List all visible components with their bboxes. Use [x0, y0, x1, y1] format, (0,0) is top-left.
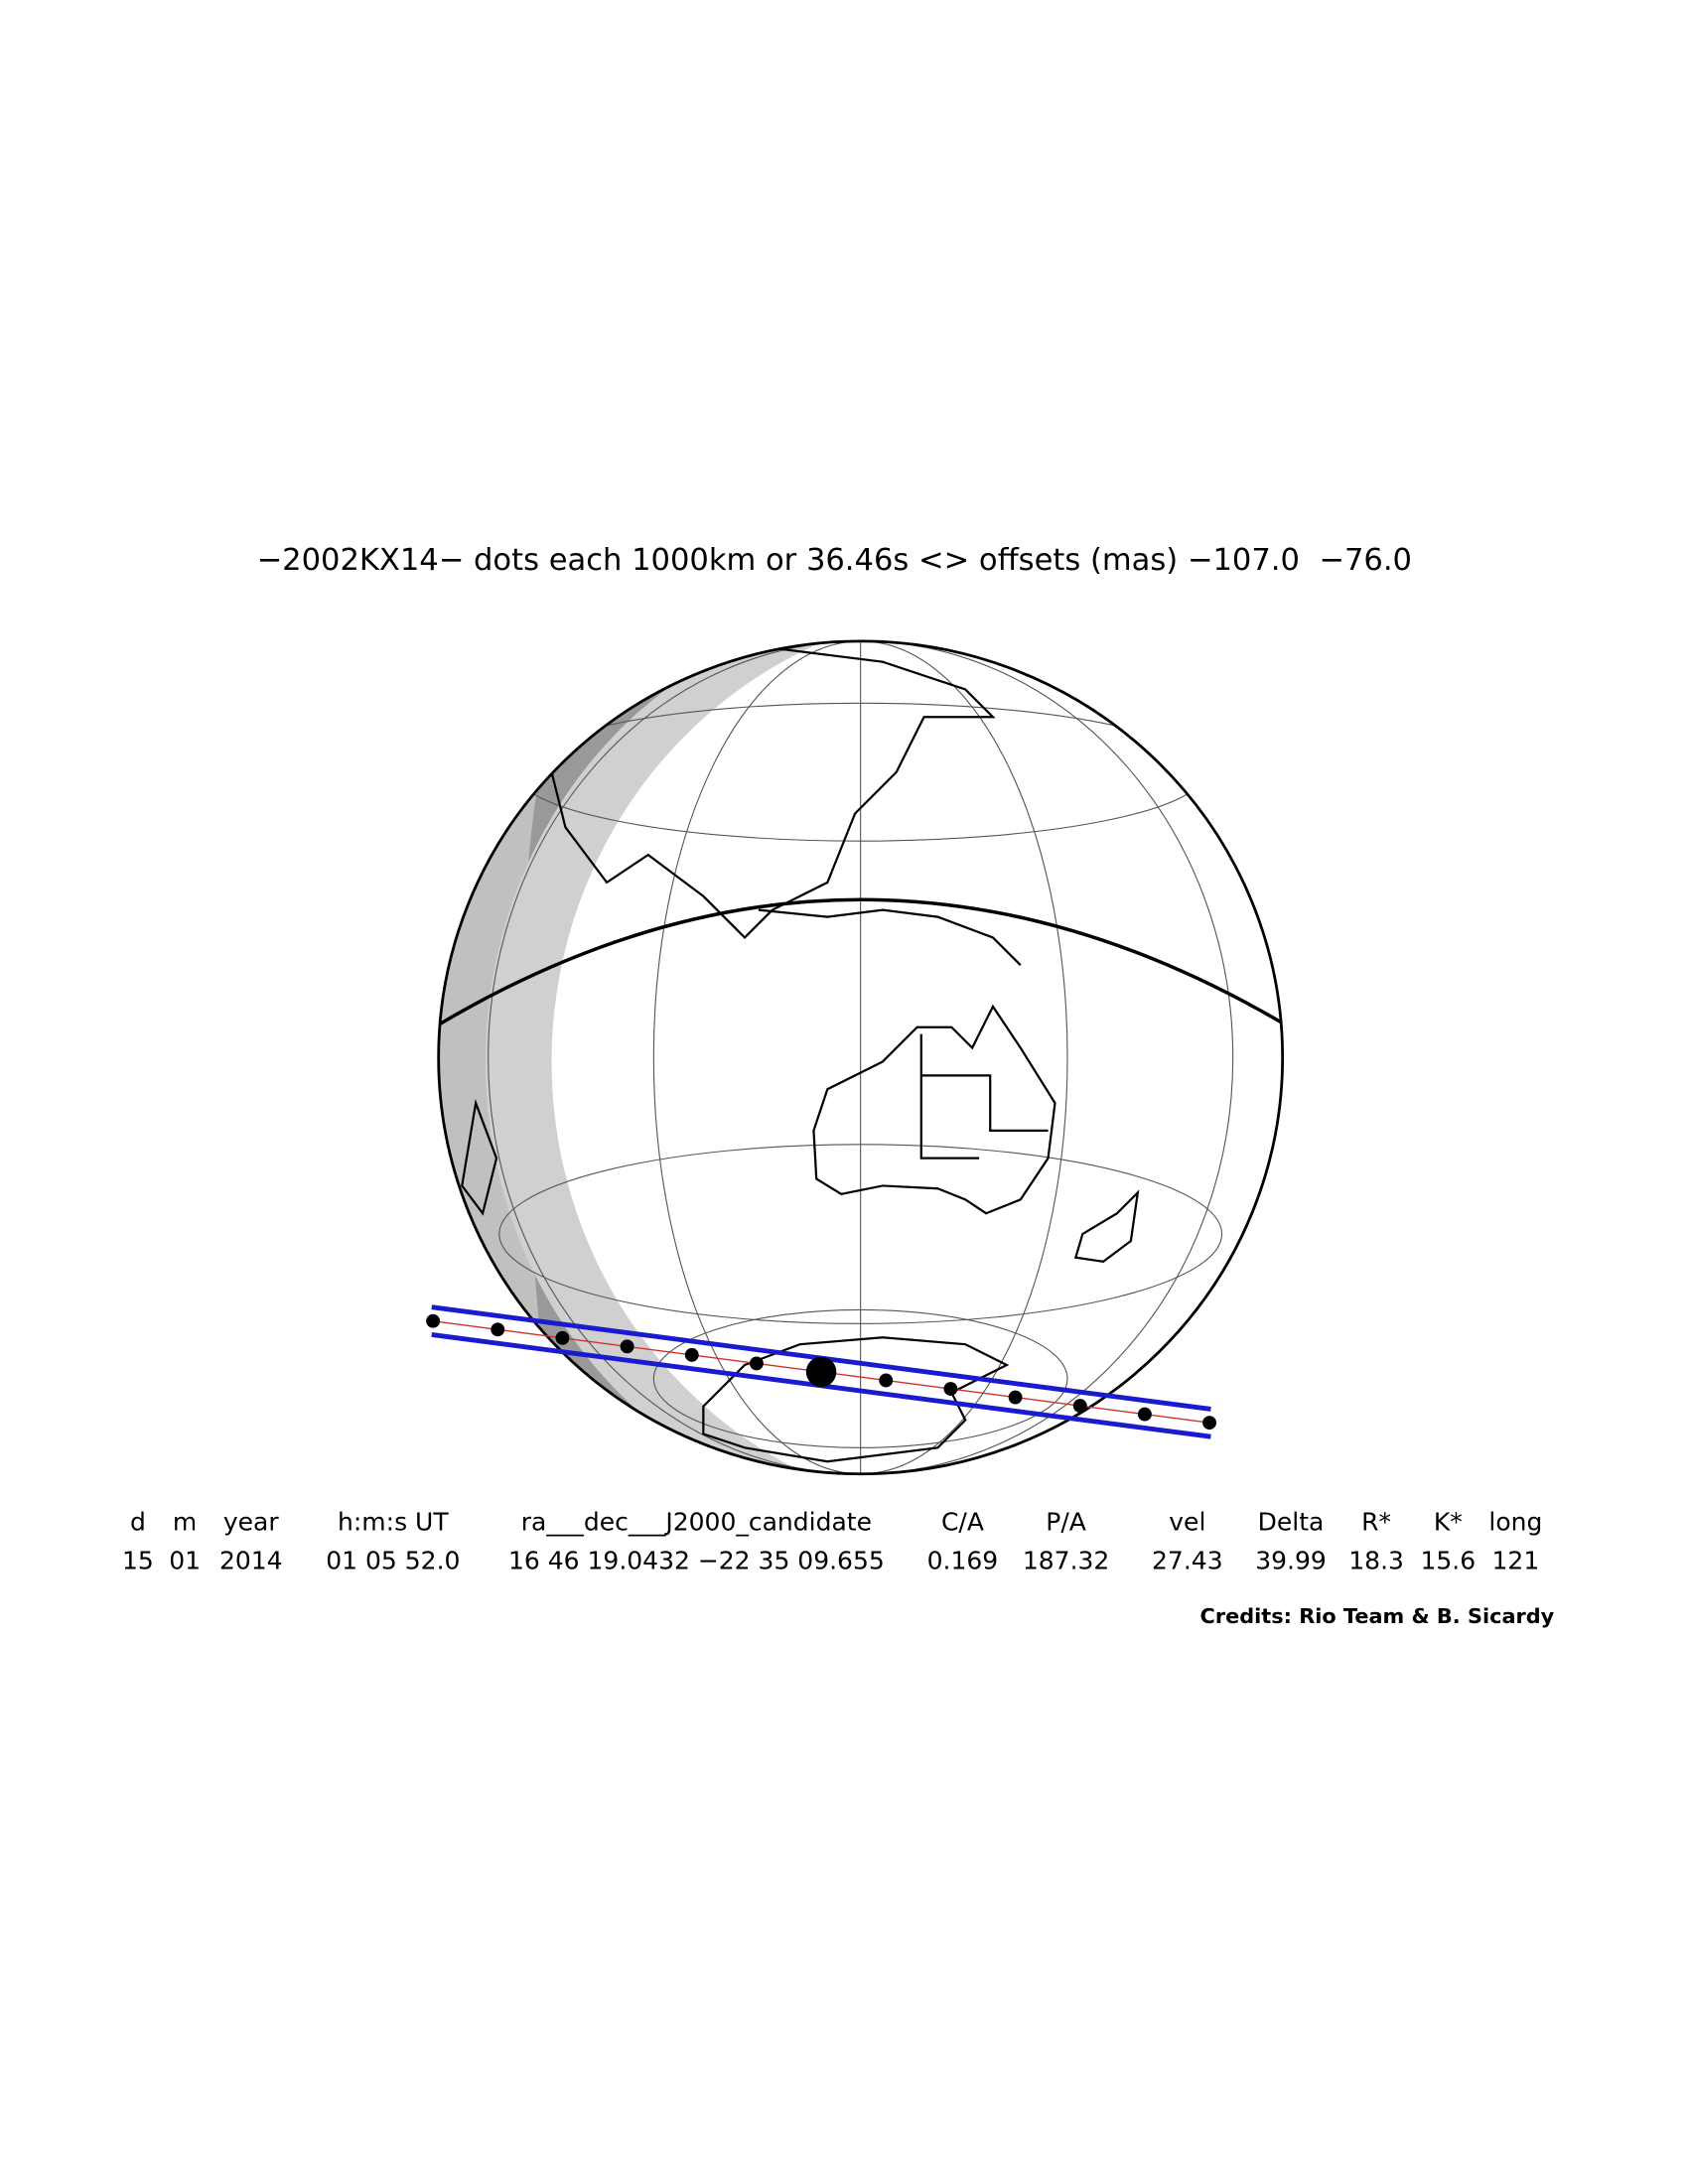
time-dot — [749, 1356, 764, 1371]
value-cell: 39.99 — [1255, 1547, 1327, 1575]
header-cell: ra___dec___J2000_candidate — [521, 1508, 872, 1537]
header-cell: C/A — [941, 1508, 984, 1537]
value-cell: 27.43 — [1152, 1547, 1223, 1575]
credits: Credits: Rio Team & B. Sicardy — [1200, 1604, 1555, 1628]
time-dot — [1202, 1416, 1216, 1431]
value-cell: 01 — [169, 1547, 201, 1575]
header-cell: Delta — [1258, 1508, 1325, 1537]
central-dot — [805, 1356, 837, 1388]
shadow-path — [426, 1304, 1216, 1439]
value-cell: 18.3 — [1348, 1547, 1404, 1575]
value-cell: 15 — [122, 1547, 154, 1575]
header-cell: h:m:s UT — [338, 1508, 449, 1537]
time-dot — [943, 1382, 958, 1396]
value-cell: 121 — [1492, 1547, 1540, 1575]
value-cell: 15.6 — [1420, 1547, 1476, 1575]
header-cell: long — [1488, 1508, 1542, 1537]
data-table: d m year h:m:s UT ra___dec___J2000_candidate… — [122, 1508, 1542, 1575]
title: −2002KX14− dots each 1000km or 36.46s <>… — [257, 543, 1412, 578]
time-dot — [684, 1347, 699, 1362]
header-cell: K* — [1434, 1508, 1463, 1537]
time-dot — [1137, 1407, 1152, 1422]
time-dot — [426, 1313, 441, 1328]
time-dot — [555, 1330, 570, 1345]
time-dot — [1008, 1390, 1023, 1405]
header-cell: year — [223, 1508, 279, 1537]
value-cell: 2014 — [219, 1547, 283, 1575]
header-cell: P/A — [1046, 1508, 1086, 1537]
value-cell: 0.169 — [927, 1547, 999, 1575]
globe — [437, 639, 1285, 1476]
value-cell: 16 46 19.0432 −22 35 09.655 — [508, 1547, 885, 1575]
value-cell: 01 05 52.0 — [326, 1547, 460, 1575]
time-dot — [1072, 1399, 1087, 1414]
header-cell: R* — [1361, 1508, 1391, 1537]
value-cell: 187.32 — [1023, 1547, 1109, 1575]
time-dot — [620, 1339, 634, 1354]
header-cell: m — [173, 1508, 197, 1537]
time-dot — [491, 1322, 505, 1337]
time-dot — [879, 1373, 894, 1388]
header-cell: d — [130, 1508, 146, 1537]
header-cell: vel — [1169, 1508, 1205, 1537]
